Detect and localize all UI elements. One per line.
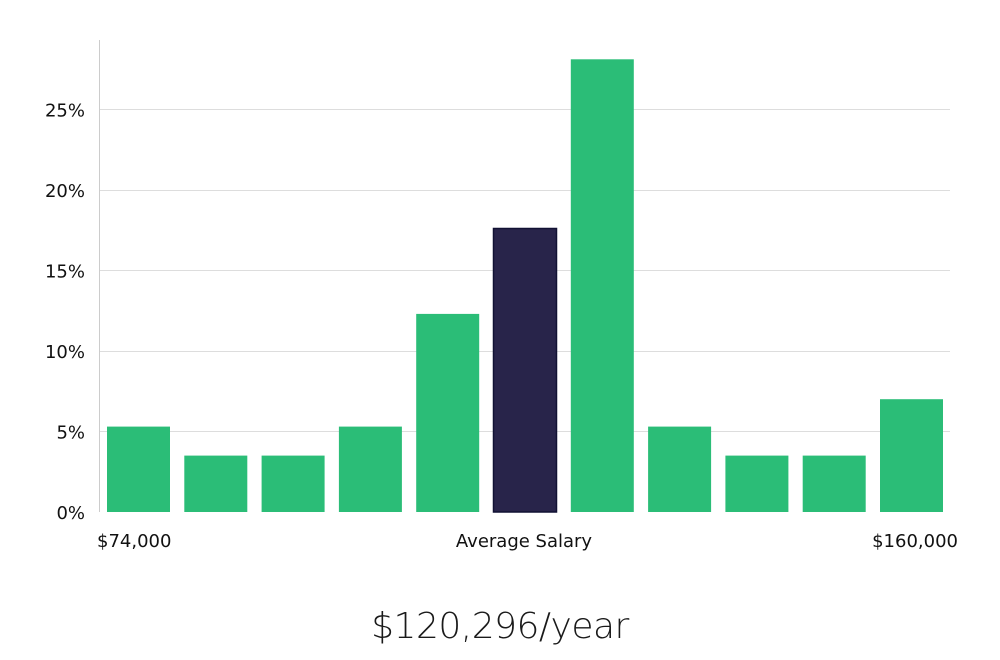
x-label-max: $160,000 (872, 531, 958, 552)
average-salary-value: $120,296/year (371, 606, 629, 647)
bar (725, 455, 789, 512)
bar (570, 59, 634, 513)
y-axis-ticks: 0% 5% 10% 15% 20% 25% (45, 100, 85, 524)
bar (338, 426, 402, 512)
bar (184, 455, 248, 512)
bar-average-salary (492, 227, 558, 513)
bar (107, 426, 170, 512)
y-tick-label: 25% (45, 100, 85, 121)
bar (880, 399, 943, 512)
x-label-center: Average Salary (456, 531, 593, 552)
x-label-min: $74,000 (97, 531, 171, 552)
bar (802, 455, 866, 512)
y-tick-label: 10% (45, 342, 85, 363)
bar (648, 426, 712, 512)
bar (261, 455, 325, 512)
y-tick-label: 0% (56, 503, 85, 524)
bars (107, 59, 943, 513)
bar (416, 313, 480, 512)
y-tick-label: 20% (45, 181, 85, 202)
y-tick-label: 5% (56, 422, 85, 443)
y-tick-label: 15% (45, 261, 85, 282)
salary-histogram: 0%5%10%15%20%25% $74,000 Average Salary … (45, 40, 958, 552)
